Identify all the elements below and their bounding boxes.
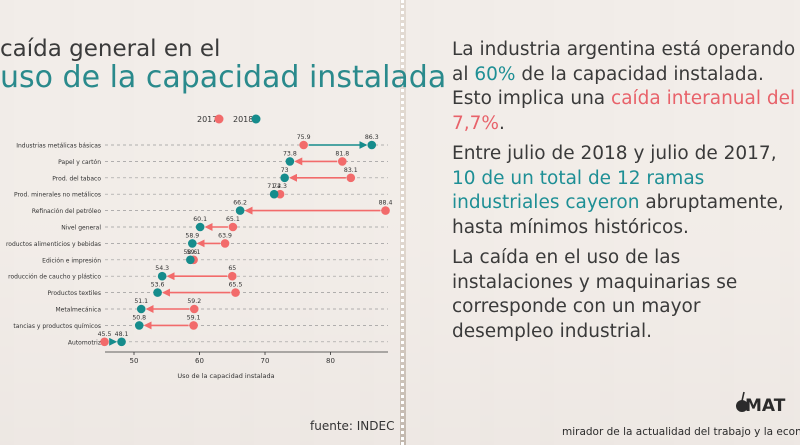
dot-2018 <box>117 337 126 347</box>
value-label-2017: 83.1 <box>344 167 358 174</box>
p1-text-c: de la capacidad instalada. Esto implica … <box>452 63 764 110</box>
value-label-2017: 63.9 <box>218 232 232 239</box>
value-label-2017: 59.1 <box>187 249 201 256</box>
paragraph-3: La caída en el uso de las instalaciones … <box>452 247 738 342</box>
p1-highlight-drop: caída interanual del 7,7% <box>452 88 796 134</box>
dot-2018 <box>187 239 197 248</box>
value-label-2018: 71.4 <box>267 183 281 190</box>
category-label: Papel y cartón <box>58 159 101 166</box>
category-label: Prod. del tabaco <box>52 175 101 182</box>
legend-label-2017: 2017 <box>197 115 217 124</box>
dot-2017 <box>299 140 308 150</box>
x-axis-title: Uso de la capacidad instalada <box>177 372 274 380</box>
value-label-2018: 54.3 <box>155 265 169 272</box>
dot-2018 <box>367 140 377 150</box>
category-label: Nivel general <box>61 225 101 232</box>
logo-text: MAT <box>745 396 786 416</box>
mate-gourd-icon <box>736 391 748 412</box>
dot-2018 <box>269 189 279 199</box>
category-label: Industrias metálicas básicas <box>16 143 101 150</box>
value-label-2017: 75.9 <box>297 134 311 141</box>
value-label-2018: 48.1 <box>115 331 129 338</box>
dot-2017 <box>231 288 240 297</box>
dot-2017 <box>228 222 238 232</box>
value-label-2017: 81.8 <box>335 150 349 157</box>
value-label-2018: 53.6 <box>151 282 165 289</box>
dot-2017 <box>100 337 109 347</box>
dot-2017 <box>275 189 285 199</box>
dot-2018 <box>153 288 162 297</box>
value-label-2018: 60.1 <box>193 216 207 223</box>
dot-2018 <box>235 206 245 215</box>
x-tick-label: 60 <box>195 357 204 365</box>
logo-tagline: mirador de la actualidad del trabajo y l… <box>562 426 800 438</box>
category-label: tancias y productos químicos <box>13 323 101 330</box>
dot-2017 <box>346 173 356 183</box>
chart-title-line1: caída general en el <box>0 36 221 62</box>
dot-2018 <box>136 304 146 314</box>
chart-panel <box>0 0 400 445</box>
value-label-2017: 45.5 <box>98 331 112 338</box>
commentary: La industria argentina está operando al … <box>452 38 797 350</box>
value-label-2018: 51.1 <box>134 298 148 305</box>
p2-highlight-branches: 10 de un total de 12 ramas industriales … <box>452 167 705 214</box>
dot-2017 <box>220 239 230 248</box>
value-label-2018: 66.2 <box>233 200 247 207</box>
paragraph-2: Entre julio de 2018 y julio de 2017, 10 … <box>452 142 797 240</box>
x-tick-label: 50 <box>130 357 139 365</box>
value-label-2017: 65.1 <box>226 216 240 223</box>
category-label: Prod. minerales no metálicos <box>14 192 101 199</box>
source-note: fuente: INDEC <box>310 419 395 433</box>
value-label-2018: 86.3 <box>365 134 379 141</box>
x-tick-label: 80 <box>326 357 335 365</box>
category-label: Productos textiles <box>48 290 101 297</box>
dot-2017 <box>337 157 347 166</box>
p1-text-a: La industria argentina está operando al <box>452 39 796 85</box>
value-label-2017: 65.5 <box>229 282 243 289</box>
value-label-2017: 65 <box>228 265 236 272</box>
x-tick-label: 70 <box>261 357 270 365</box>
category-label: Metalmecánica <box>55 307 101 314</box>
category-label: Refinación del petróleo <box>32 208 101 215</box>
dot-2018 <box>157 271 167 281</box>
dot-2017 <box>189 321 198 330</box>
p2-text-c: abruptamente, hasta mínimos históricos. <box>452 192 784 238</box>
value-label-2017: 59.1 <box>187 314 201 321</box>
chart-title-line2: uso de la capacidad instalada <box>0 60 447 95</box>
p1-highlight-percent: 60% <box>474 63 516 85</box>
value-label-2017: 72.3 <box>273 183 287 190</box>
dotted-divider <box>401 0 404 445</box>
value-label-2018: 58.9 <box>185 232 199 239</box>
value-label-2018: 58.6 <box>183 249 197 256</box>
dot-2017 <box>381 206 390 215</box>
dot-arrow-chart: 2017 2018 Industrias metálicas básicas 75.9… <box>6 114 393 380</box>
dot-2017 <box>227 271 237 281</box>
value-label-2018: 73.8 <box>283 150 297 157</box>
category-label: Automotriz <box>68 339 101 346</box>
value-label-2018: 73 <box>281 167 289 174</box>
legend-label-2018: 2018 <box>233 115 253 124</box>
value-label-2017: 88.4 <box>379 200 393 207</box>
dot-2018 <box>285 157 295 166</box>
paragraph-1: La industria argentina está operando al … <box>452 38 797 136</box>
category-label: roductos alimenticios y bebidas <box>6 241 101 248</box>
dot-2018 <box>134 321 144 330</box>
legend-dot-2017 <box>214 114 224 124</box>
value-label-2018: 50.8 <box>132 314 146 321</box>
legend-dot-2018 <box>251 114 261 124</box>
dot-2018 <box>186 255 195 265</box>
value-label-2017: 59.2 <box>187 298 201 305</box>
dot-2017 <box>189 304 199 314</box>
dot-2018 <box>280 173 289 183</box>
dot-2018 <box>195 222 205 232</box>
category-label: roducción de caucho y plástico <box>8 274 101 281</box>
category-label: Edición e impresión <box>42 257 101 264</box>
p1-text-e: . <box>499 112 505 134</box>
p2-text-a: Entre julio de 2018 y julio de 2017, <box>452 143 777 164</box>
text-panel <box>406 0 800 445</box>
